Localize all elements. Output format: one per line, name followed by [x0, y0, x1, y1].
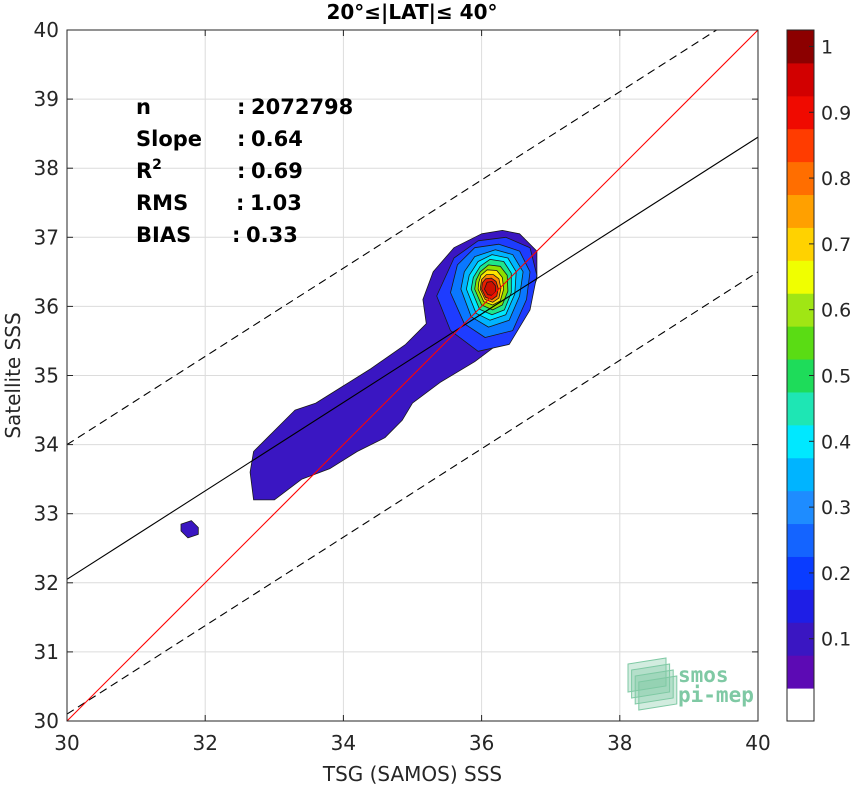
stat-key-text-3: RMS — [136, 191, 188, 215]
colorbar-bin-0 — [787, 688, 814, 722]
upper-bound-line — [66, 29, 717, 446]
stat-value-0: 2072798 — [251, 95, 353, 119]
stat-sep-0: : — [237, 95, 245, 119]
x-tick-label-3: 36 — [469, 731, 494, 755]
colorbar-bin-15 — [787, 194, 814, 228]
stat-sep-2: : — [237, 159, 245, 183]
smos-pimep-logo: smos pi-mep — [627, 657, 754, 711]
y-tick-label-9: 39 — [34, 87, 59, 111]
stat-sep-4: : — [232, 223, 240, 247]
density-contour-11 — [483, 281, 496, 296]
stat-sep-3: : — [236, 191, 244, 215]
colorbar-tick-label-4: 0.5 — [821, 366, 851, 388]
colorbar-bin-13 — [787, 260, 814, 294]
stat-value-3: 1.03 — [250, 191, 302, 215]
stat-sep-1: : — [237, 127, 245, 151]
y-tick-label-8: 38 — [34, 156, 59, 180]
colorbar-tick-label-8: 0.9 — [821, 102, 851, 124]
y-tick-label-4: 34 — [34, 433, 59, 457]
y-tick-label-2: 32 — [34, 571, 59, 595]
y-tick-label-0: 30 — [34, 709, 59, 733]
density-contours — [180, 229, 538, 539]
axis-ticks: 30 32 34 36 38 40 30 31 32 33 34 35 36 37 38 39 40 — [34, 18, 771, 755]
colorbar-tick-label-9: 1 — [821, 36, 833, 58]
stat-key-1: Slope — [136, 127, 202, 151]
logo-line1: smos — [678, 663, 729, 687]
x-tick-label-0: 30 — [54, 731, 79, 755]
density-contour-1 — [180, 520, 199, 539]
stat-key-0: n — [136, 95, 151, 119]
colorbar-tick-label-3: 0.4 — [821, 431, 851, 453]
logo-mark-icon — [627, 657, 678, 711]
identity-line — [66, 29, 759, 722]
fit-line — [66, 136, 759, 580]
stat-value-4: 0.33 — [246, 223, 298, 247]
colorbar-bin-9 — [787, 391, 814, 426]
chart-title: 20°≤|LAT|≤ 40° — [326, 0, 497, 24]
colorbar-bin-3 — [787, 589, 814, 623]
stat-key-text-1: Slope — [136, 127, 202, 151]
logo-layer-3 — [638, 675, 678, 711]
colorbar-bin-7 — [787, 457, 814, 492]
y-axis-label: Satellite SSS — [1, 312, 25, 438]
colorbar-bin-19 — [787, 62, 814, 97]
y-tick-label-6: 36 — [34, 294, 59, 318]
colorbar-tick-label-6: 0.7 — [821, 234, 851, 256]
colorbar-bin-1 — [787, 655, 814, 689]
logo-line2: pi-mep — [678, 683, 754, 707]
colorbar-bin-11 — [787, 326, 814, 360]
x-tick-label-5: 40 — [745, 731, 770, 755]
colorbar-tick-label-2: 0.3 — [821, 497, 851, 519]
stat-key-text-4: BIAS — [136, 223, 191, 247]
colorbar-tick-label-0: 0.1 — [821, 629, 851, 651]
x-tick-label-4: 38 — [607, 731, 632, 755]
colorbar-tick-label-5: 0.6 — [821, 300, 851, 322]
stat-value-2: 0.69 — [251, 159, 303, 183]
stat-key-2: R2 — [136, 157, 162, 183]
y-tick-label-1: 31 — [34, 640, 59, 664]
colorbar-bin-5 — [787, 523, 814, 557]
stat-key-text-0: n — [136, 95, 151, 119]
stat-key-text-2: R — [136, 159, 152, 183]
y-tick-label-5: 35 — [34, 364, 59, 388]
lower-bound-line — [66, 271, 759, 715]
y-tick-label-3: 33 — [34, 502, 59, 526]
stat-key-3: RMS — [136, 191, 188, 215]
x-axis-label: TSG (SAMOS) SSS — [322, 762, 502, 786]
reference-lines — [66, 29, 759, 722]
colorbar-tick-label-7: 0.8 — [821, 168, 851, 190]
grid — [66, 29, 759, 722]
stat-key-superscript-2: 2 — [152, 157, 162, 173]
stat-key-4: BIAS — [136, 223, 191, 247]
y-tick-label-7: 37 — [34, 225, 59, 249]
colorbar: 0.1 0.2 0.3 0.4 0.5 0.6 0.7 0.8 0.9 1 — [786, 29, 851, 722]
y-tick-label-10: 40 — [34, 18, 59, 42]
colorbar-bin-17 — [787, 128, 814, 163]
x-tick-label-1: 32 — [192, 731, 217, 755]
stat-value-1: 0.64 — [251, 127, 303, 151]
stats-box: n:2072798Slope:0.64R2:0.69RMS:1.03BIAS:0… — [136, 95, 353, 247]
x-tick-label-2: 34 — [331, 731, 356, 755]
colorbar-tick-label-1: 0.2 — [821, 563, 851, 585]
